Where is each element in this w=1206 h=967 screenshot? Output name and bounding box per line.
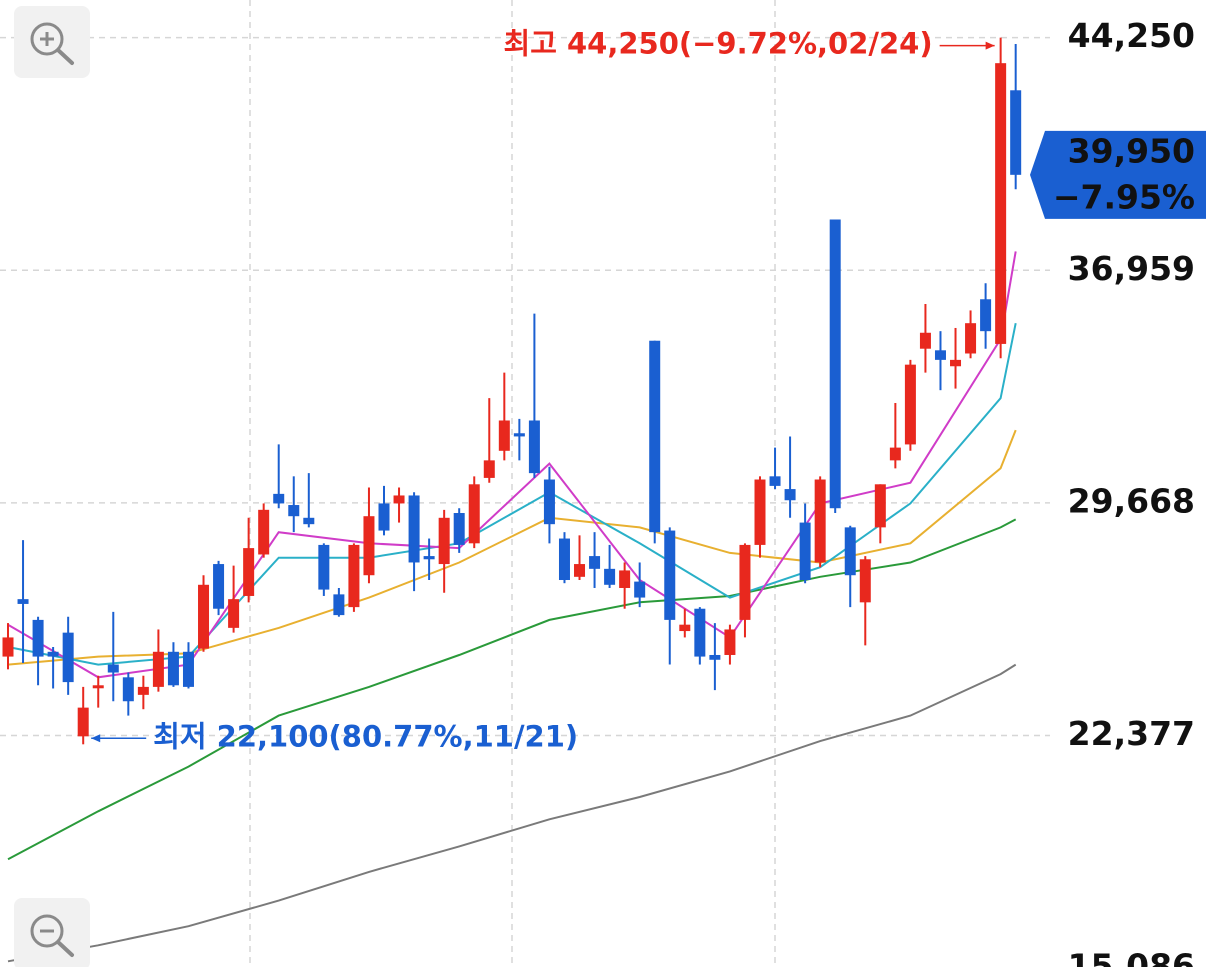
candle-body <box>844 527 856 576</box>
candles <box>2 37 1022 745</box>
high-label: 최고 44,250(−9.72%,02/24) <box>504 27 933 61</box>
candle-body <box>122 677 134 702</box>
candle-body <box>288 505 300 517</box>
y-tick-label: 44,250 <box>1068 16 1195 55</box>
candle-body <box>543 479 555 525</box>
zoom-out-button[interactable] <box>14 898 90 967</box>
low-arrow-head <box>91 734 101 743</box>
last-price-label: 39,950 <box>1068 131 1195 170</box>
high-arrow-head <box>985 41 995 50</box>
candle-body <box>92 685 104 689</box>
candle-body <box>408 495 420 563</box>
candle-body <box>634 581 646 598</box>
y-tick-label: 22,377 <box>1068 714 1195 753</box>
candle-body <box>649 340 661 533</box>
candle-body <box>619 570 631 588</box>
candle-body <box>679 624 691 632</box>
candle-body <box>393 495 405 504</box>
zoom-out-icon <box>56 940 74 957</box>
y-tick-label: 15,086 <box>1068 947 1195 967</box>
candle-body <box>965 323 977 354</box>
candle-body <box>273 493 285 504</box>
candle-body <box>558 538 570 581</box>
candle-body <box>604 568 616 585</box>
zoom-out-icon <box>30 914 64 948</box>
candle-body <box>589 556 601 569</box>
candle-body <box>258 509 270 555</box>
candle-body <box>904 364 916 445</box>
last-change-label: −7.95% <box>1053 177 1195 216</box>
candle-body <box>77 707 89 737</box>
candle-body <box>167 651 179 686</box>
candle-body <box>32 619 44 657</box>
candle-body <box>934 350 946 360</box>
candle-body <box>62 632 74 683</box>
last-price-badge <box>1030 130 1206 219</box>
candle-body <box>243 548 255 596</box>
candle-body <box>995 63 1007 344</box>
candle-body <box>363 516 375 576</box>
zoom-in-bg[interactable] <box>14 6 90 78</box>
candle-body <box>453 513 465 545</box>
candle-body <box>303 517 315 525</box>
y-tick-label: 36,959 <box>1068 249 1195 288</box>
candle-body <box>859 559 871 603</box>
candle-body <box>980 299 992 332</box>
zoom-in-icon <box>56 48 74 65</box>
candle-body <box>182 651 194 687</box>
candle-body <box>574 564 586 577</box>
moving-average-line <box>7 663 1017 963</box>
candle-body <box>213 564 225 609</box>
candle-body <box>664 530 676 620</box>
candle-body <box>137 686 149 695</box>
y-tick-label: 29,668 <box>1068 481 1195 520</box>
candle-body <box>513 433 525 437</box>
candle-body <box>919 332 931 349</box>
candle-body <box>17 599 29 604</box>
candle-body <box>874 484 886 528</box>
candle-body <box>754 479 766 545</box>
candle-body <box>468 484 480 544</box>
low-label: 최저 22,100(80.77%,11/21) <box>153 719 578 753</box>
candle-body <box>483 460 495 478</box>
zoom-in-icon <box>30 22 64 56</box>
candle-body <box>528 420 540 474</box>
candle-body <box>438 517 450 565</box>
candle-body <box>784 489 796 501</box>
candle-body <box>47 651 59 657</box>
candle-body <box>1010 90 1022 175</box>
candle-body <box>498 420 510 451</box>
candle-body <box>950 359 962 367</box>
candle-body <box>378 503 390 531</box>
candle-body <box>152 651 164 687</box>
candle-body <box>348 544 360 608</box>
candle-body <box>799 522 811 581</box>
zoom-in-button[interactable] <box>14 6 90 78</box>
candle-body <box>829 219 841 509</box>
candle-body <box>318 544 330 590</box>
grid: 44,250 36,959 29,668 22,377 15,086 <box>0 16 1195 967</box>
candle-body <box>769 476 781 486</box>
candle-body <box>889 447 901 461</box>
candle-body <box>107 664 119 673</box>
annotations: 최고 44,250(−9.72%,02/24) 최저 22,100(80.77%,… <box>91 27 1206 753</box>
candle-body <box>709 654 721 660</box>
candle-body <box>814 479 826 563</box>
candle-body <box>739 544 751 620</box>
candle-body <box>423 556 435 560</box>
candle-body <box>333 594 345 616</box>
candle-body <box>228 599 240 628</box>
moving-average-line <box>7 518 1017 861</box>
candle-body <box>2 637 14 657</box>
candle-body <box>198 584 210 649</box>
candle-body <box>694 608 706 657</box>
zoom-out-bg[interactable] <box>14 898 90 967</box>
candle-body <box>724 629 736 655</box>
